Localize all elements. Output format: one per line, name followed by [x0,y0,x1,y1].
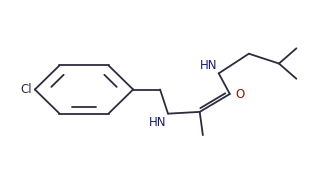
Text: Cl: Cl [21,83,32,96]
Text: HN: HN [200,59,217,72]
Text: HN: HN [149,116,166,129]
Text: O: O [236,88,245,101]
